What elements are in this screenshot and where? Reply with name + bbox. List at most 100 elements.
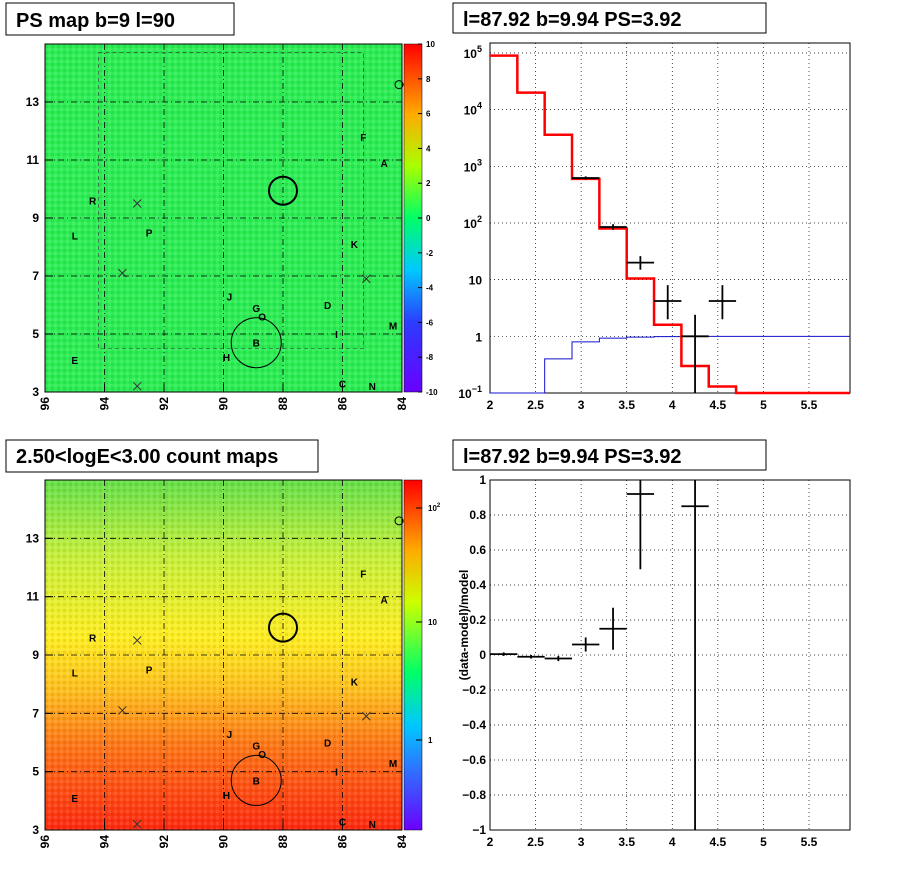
x-tick-label: 3 — [578, 398, 585, 412]
residual-x-ticks: 2 2.5 3 3.5 4 4.5 5 5.5 — [487, 835, 818, 849]
source-label: I — [335, 330, 338, 341]
source-label: L — [72, 669, 78, 680]
region-box — [98, 52, 364, 349]
x-tick-label: 4 — [669, 835, 676, 849]
y-tick-label: 13 — [26, 95, 40, 109]
source-label: M — [389, 321, 397, 332]
y-tick-label: 5 — [32, 765, 39, 779]
y-tick-label: 103 — [464, 157, 482, 174]
source-label: A — [381, 596, 388, 607]
cross-marker — [117, 706, 127, 715]
colorbar-tick-label: 4 — [426, 144, 431, 153]
y-tick-label: 0 — [479, 648, 486, 662]
y-tick-label: 9 — [32, 648, 39, 662]
y-tick-label: 5 — [32, 327, 39, 341]
ps-map-panel: PS map b=9 l=90 96 94 92 90 88 86 84 35791113 … — [5, 2, 438, 410]
source-label: J — [227, 292, 233, 303]
residual-panel: l=87.92 b=9.94 PS=3.92 (data-model)/mode… — [452, 439, 851, 849]
ps-map-y-ticks: 3 5 7 9 11 13 — [26, 95, 53, 399]
colorbar-tick-label: 102 — [428, 503, 441, 513]
target-circle — [268, 175, 298, 206]
source-label: N — [369, 820, 376, 831]
x-tick-label: 90 — [217, 397, 231, 411]
x-tick-label: 90 — [217, 835, 231, 849]
residual-y-axis-label: (data-model)/model — [457, 570, 471, 681]
source-label: E — [71, 356, 78, 367]
x-tick-label: 92 — [157, 397, 171, 411]
x-tick-label: 5 — [760, 835, 767, 849]
y-tick-label: −1 — [472, 823, 486, 837]
colorbar-tick-label: -4 — [426, 284, 434, 293]
cross-marker — [361, 711, 371, 721]
y-tick-label: 0.4 — [469, 578, 486, 592]
y-tick-label: 10 — [469, 274, 483, 288]
spectrum-series — [490, 54, 850, 395]
x-tick-label: 4.5 — [710, 835, 727, 849]
total-model-line — [490, 54, 850, 395]
colorbar-tick-label: -8 — [426, 353, 434, 362]
small-circle — [394, 80, 404, 90]
residual-y-ticks: 1 0.8 0.6 0.4 0.2 0 −0.2 −0.4 −0.6 −0.8 −1 — [462, 473, 486, 837]
extended-source-circle — [230, 754, 282, 806]
source-label: C — [339, 817, 346, 828]
y-tick-label: 3 — [32, 823, 39, 837]
source-label: D — [324, 301, 331, 312]
source-label: G — [252, 741, 260, 752]
source-label: P — [146, 666, 153, 677]
x-tick-label: 3 — [578, 835, 585, 849]
colorbar-tick-label: 10 — [426, 40, 435, 49]
y-tick-label: 0.8 — [469, 508, 486, 522]
x-tick-label: 94 — [98, 397, 112, 411]
y-tick-label: 3 — [32, 385, 39, 399]
count-map-colorbar — [403, 479, 423, 831]
count-map-panel: 2.50<logE<3.00 count maps 96 94 92 90 88 86 84… — [5, 439, 441, 849]
count-map-title: 2.50<logE<3.00 count maps — [16, 446, 278, 468]
colorbar-tick-label: 2 — [426, 179, 431, 188]
source-label: H — [223, 791, 230, 802]
x-tick-label: 4.5 — [710, 398, 727, 412]
source-label: B — [253, 339, 260, 350]
y-tick-label: 0.6 — [469, 543, 486, 557]
y-tick-label: 11 — [26, 590, 39, 604]
x-tick-label: 5.5 — [801, 835, 818, 849]
colorbar-tick-label: -10 — [426, 388, 438, 397]
cross-marker — [361, 274, 371, 284]
source-label: B — [253, 776, 260, 787]
source-label: A — [381, 159, 388, 170]
y-tick-label: −0.4 — [462, 718, 486, 732]
x-tick-label: 5 — [760, 398, 767, 412]
y-tick-label: 13 — [26, 531, 40, 545]
source-label: E — [71, 794, 78, 805]
ps-map-x-ticks: 96 94 92 90 88 86 84 — [38, 384, 409, 410]
x-tick-label: 3.5 — [618, 398, 635, 412]
y-tick-label: 104 — [464, 101, 482, 118]
spectrum-x-ticks: 2 2.5 3 3.5 4 4.5 5 5.5 — [487, 398, 818, 412]
y-tick-label: 9 — [32, 211, 39, 225]
x-tick-label: 2.5 — [527, 835, 544, 849]
source-label: G — [252, 304, 260, 315]
source-label: I — [335, 768, 338, 779]
target-circle — [268, 612, 298, 643]
y-tick-label: 105 — [464, 44, 482, 61]
x-tick-label: 94 — [98, 835, 112, 849]
x-tick-label: 2.5 — [527, 398, 544, 412]
ps-map-title: PS map b=9 l=90 — [16, 10, 175, 32]
x-tick-label: 88 — [276, 397, 290, 411]
spectrum-title: l=87.92 b=9.94 PS=3.92 — [463, 9, 682, 31]
extended-source-circle — [230, 317, 282, 369]
ps-map-title-box — [5, 2, 235, 36]
colorbar-tick-label: 0 — [426, 214, 431, 223]
source-label: J — [227, 730, 233, 741]
residual-title-box — [452, 439, 767, 471]
count-map-title-box — [5, 439, 319, 473]
colorbar-tick-label: 8 — [426, 75, 431, 84]
x-tick-label: 88 — [276, 835, 290, 849]
cross-marker — [132, 199, 142, 208]
x-tick-label: 84 — [395, 397, 409, 411]
colorbar-tick-label: 10 — [428, 618, 437, 627]
cross-marker — [132, 381, 142, 391]
